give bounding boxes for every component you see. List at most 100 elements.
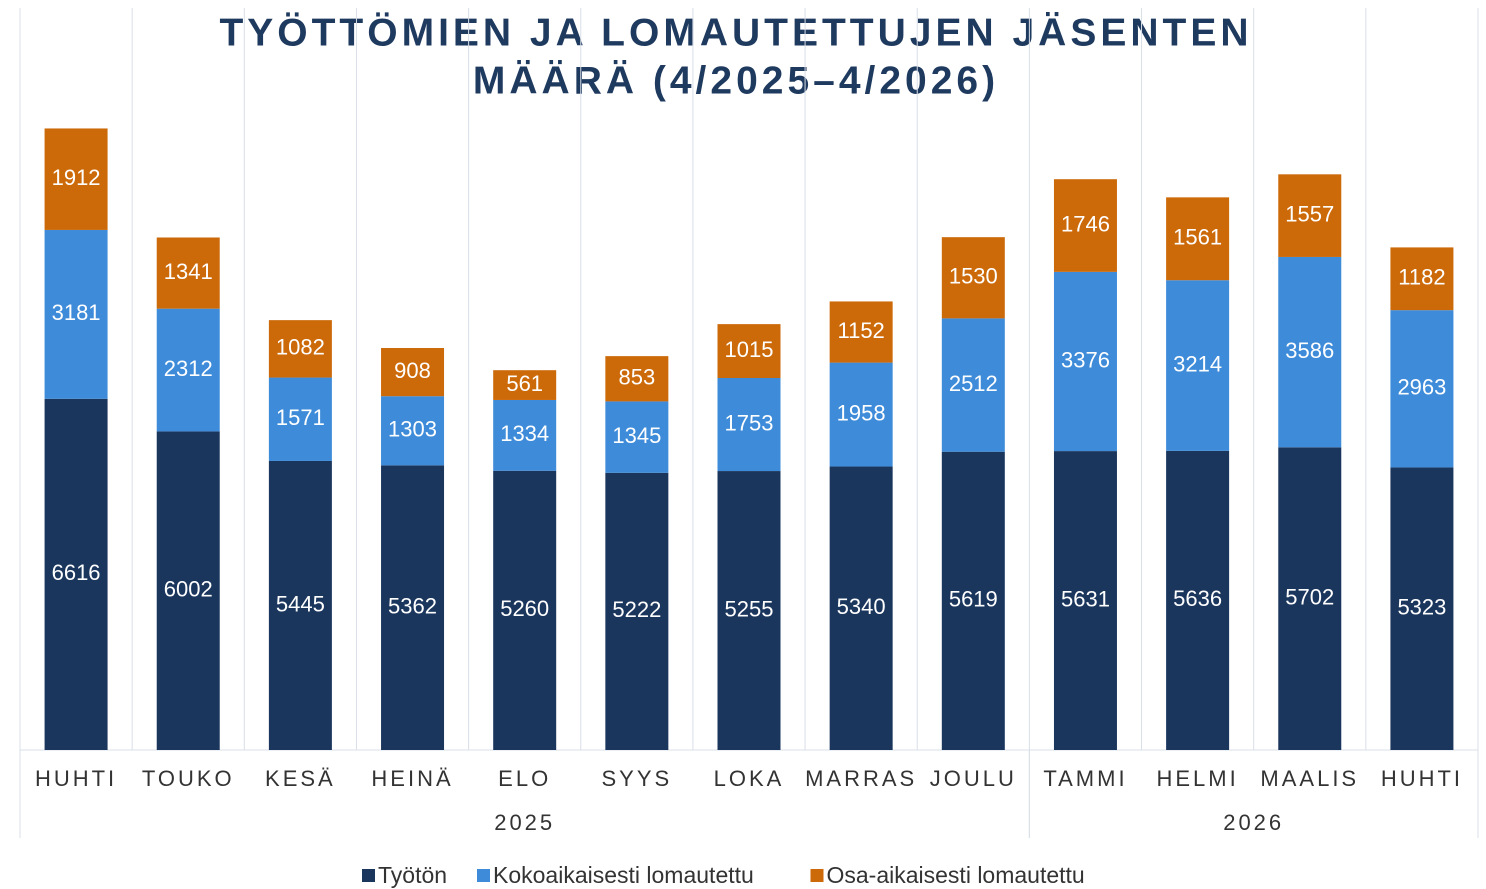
data-label: 5323 [1397,595,1446,620]
bar-segment [493,399,557,471]
bar-segment [156,308,220,432]
data-label: 5340 [837,594,886,619]
data-label: 5445 [276,591,325,616]
bar-segment [44,229,108,399]
data-label: 5636 [1173,586,1222,611]
bar-segment [605,401,669,473]
bar-segment [1166,197,1230,281]
bar-segment [829,362,893,467]
bar-segment [1166,450,1230,750]
data-label: 2512 [949,371,998,396]
chart-title: TYÖTTÖMIEN JA LOMAUTETTUJEN JÄSENTEN [219,11,1252,54]
data-label: 1303 [388,417,437,442]
x-tick-label: KESÄ [265,766,336,791]
bar-segment [717,324,781,378]
data-label: 1746 [1061,211,1110,236]
x-tick-label: JOULU [930,766,1017,791]
bar-segment [605,472,669,750]
legend-swatch [477,869,490,882]
bar-segment [941,451,1005,750]
data-label: 1530 [949,264,998,289]
legend-label: Kokoaikaisesti lomautettu [493,862,754,888]
data-label: 3214 [1173,351,1222,376]
data-label: 5222 [612,597,661,622]
bar-segment [605,356,669,402]
bar-segment [493,370,557,400]
x-tick-label: MARRAS [805,766,917,791]
bar-segment [829,301,893,363]
bar-segment [1053,451,1117,750]
bar-segment [493,470,557,750]
bar-segment [1166,280,1230,451]
bar-segment [381,347,445,397]
bar-segment [381,465,445,750]
bar-segment [941,318,1005,452]
bar-segment [44,128,108,230]
data-label: 3586 [1285,338,1334,363]
bar-segment [1278,447,1342,750]
data-label: 1334 [500,421,549,446]
bar-segment [941,237,1005,319]
group-label: 2025 [494,810,555,835]
data-label: 3181 [52,300,101,325]
x-tick-label: HUHTI [1381,766,1463,791]
bar-segment [1053,179,1117,272]
data-label: 1561 [1173,225,1222,250]
data-label: 561 [506,371,543,396]
group-label: 2026 [1223,810,1284,835]
x-tick-label: HELMI [1156,766,1238,791]
data-label: 2963 [1397,375,1446,400]
data-label: 1152 [837,318,884,343]
legend-swatch [362,869,375,882]
bar-segment [381,396,445,466]
data-label: 5631 [1061,586,1110,611]
chart-title: MÄÄRÄ (4/2025–4/2026) [473,59,999,102]
data-label: 5702 [1285,584,1334,609]
bar-segment [829,466,893,750]
bar-segment [1390,467,1454,750]
legend-label: Osa-aikaisesti lomautettu [827,862,1085,888]
bar-segment [156,431,220,750]
x-tick-label: HUHTI [35,766,117,791]
bar-segment [156,237,220,309]
bar-segment [268,377,332,461]
data-label: 5260 [500,596,549,621]
data-label: 1345 [612,423,661,448]
data-label: 1557 [1285,201,1334,226]
data-label: 908 [394,358,431,383]
data-label: 853 [618,365,655,390]
x-tick-label: ELO [498,766,551,791]
x-tick-label: TOUKO [142,766,235,791]
data-label: 5619 [949,587,998,612]
bar-segment [1390,247,1454,311]
x-tick-label: HEINÄ [371,766,453,791]
x-tick-label: SYYS [601,766,672,791]
data-label: 1753 [725,410,774,435]
x-tick-label: MAALIS [1260,766,1359,791]
data-label: 6002 [164,577,213,602]
bar-segment [1390,310,1454,468]
bar-segment [717,377,781,472]
bar-segment [44,398,108,750]
data-label: 1341 [164,259,213,284]
bar-segment [268,320,332,378]
legend-label: Työtön [378,862,447,888]
data-label: 5362 [388,593,437,618]
bar-segment [717,471,781,750]
data-label: 1015 [725,337,774,362]
bar-segment [1278,174,1342,257]
bar-segment [1053,271,1117,452]
data-label: 1912 [52,165,101,190]
data-label: 1082 [276,335,325,360]
x-tick-label: LOKA [714,766,785,791]
data-label: 1958 [837,400,886,425]
bar-segment [1278,256,1342,448]
data-label: 5255 [725,596,774,621]
legend-swatch [810,869,824,882]
bar-segment [268,460,332,750]
data-label: 1571 [276,405,325,430]
data-label: 1182 [1398,265,1445,290]
data-label: 2312 [164,356,213,381]
data-label: 3376 [1061,347,1110,372]
